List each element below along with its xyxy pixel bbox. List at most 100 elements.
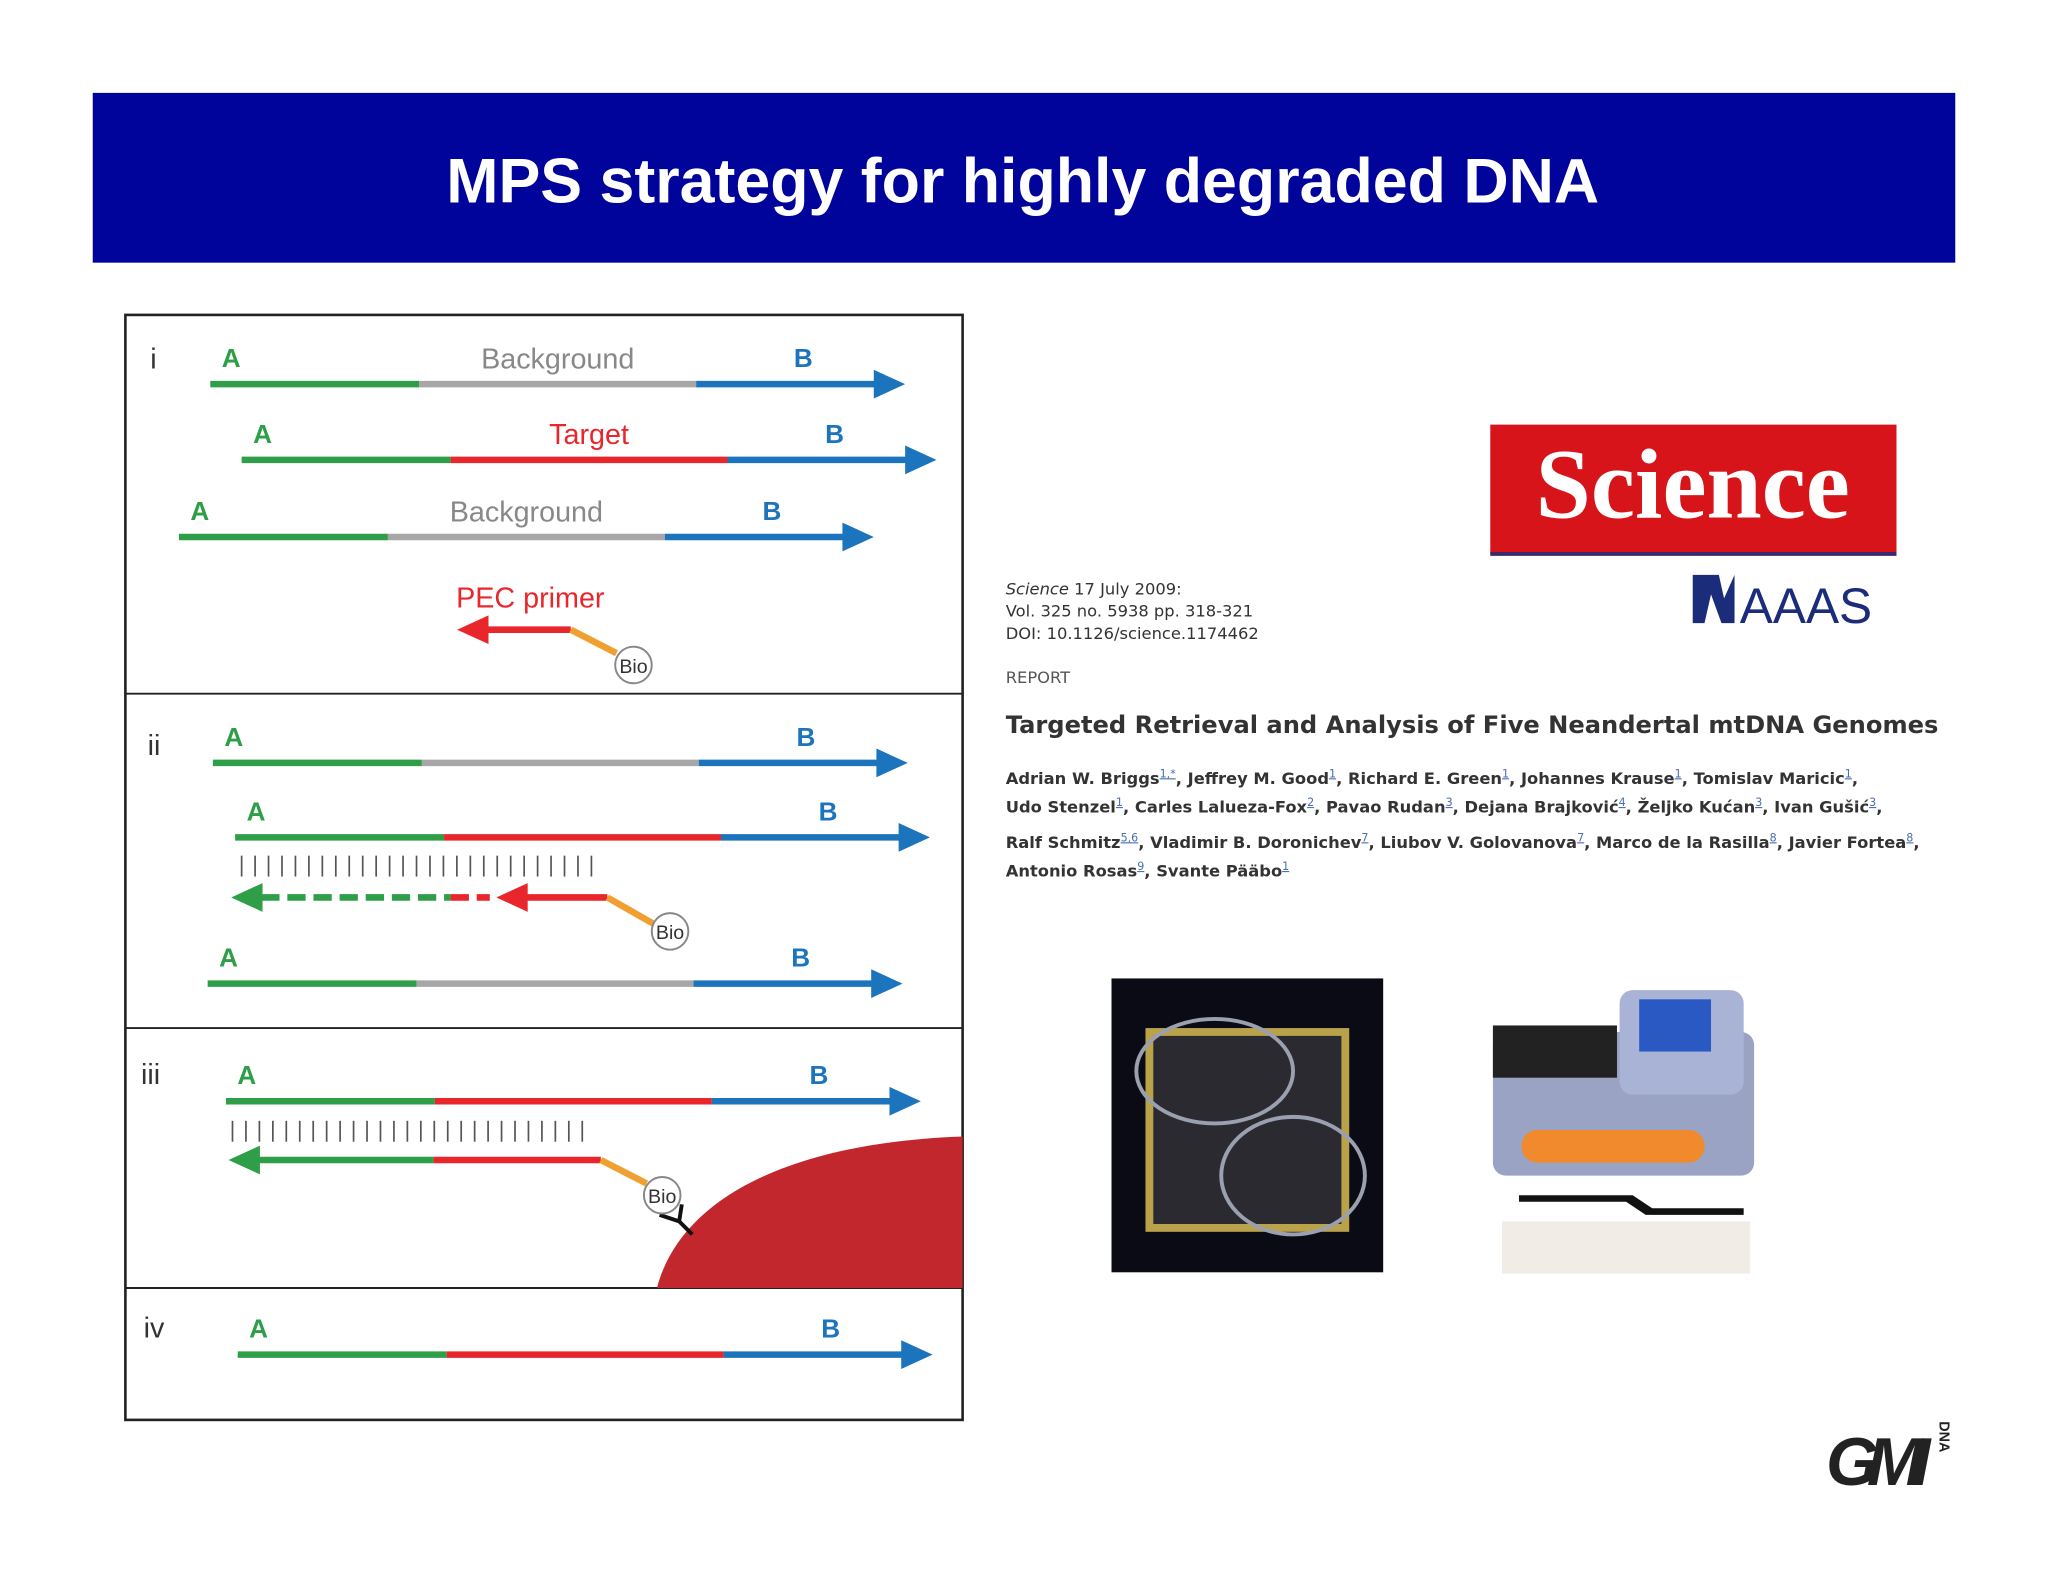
adapter-a: A (190, 496, 209, 526)
gmi-logo: GMI DNA (1826, 1421, 1952, 1500)
affiliation[interactable]: 3 (1446, 796, 1453, 809)
region-label: Background (481, 343, 634, 375)
affiliation[interactable]: 7 (1577, 831, 1584, 844)
authors: Adrian W. Briggs1,*, Jeffrey M. Good1, R… (1006, 767, 1920, 880)
affiliation[interactable]: 5,6 (1121, 831, 1139, 844)
affiliation[interactable]: 1 (1845, 767, 1852, 780)
gmi-mark: GMI (1826, 1425, 1933, 1500)
author-name: Pavao Rudan (1326, 798, 1446, 817)
affiliation[interactable]: 9 (1137, 860, 1144, 873)
chip-ring (1134, 1016, 1296, 1126)
affiliation[interactable]: 2 (1307, 796, 1314, 809)
adapter-a: A (219, 943, 238, 973)
linker (599, 1157, 649, 1187)
affiliation[interactable]: 3 (1869, 796, 1876, 809)
separator: , (1138, 833, 1144, 852)
separator: , (1453, 798, 1459, 817)
primer-label: PEC primer (456, 582, 605, 614)
biotin-label: Bio (656, 922, 684, 944)
author-name: Carles Lalueza-Fox (1135, 798, 1308, 817)
arrowhead (496, 883, 528, 912)
adapter-b: B (762, 496, 781, 526)
author-line: Adrian W. Briggs1,*, Jeffrey M. Good1, R… (1006, 767, 1858, 788)
separator: , (1913, 833, 1919, 852)
author-name: Liubov V. Golovanova (1380, 833, 1577, 852)
separator: , (1123, 798, 1129, 817)
affiliation[interactable]: 1 (1282, 860, 1289, 873)
author-line: Udo Stenzel1, Carles Lalueza-Fox2, Pavao… (1006, 796, 1883, 817)
author-name: Ralf Schmitz (1006, 833, 1121, 852)
biotin (650, 912, 690, 951)
adapter-b: B (819, 796, 838, 826)
author-name: Richard E. Green (1348, 769, 1502, 788)
separator: , (1509, 769, 1515, 788)
arrowhead (905, 445, 937, 475)
affiliation[interactable]: 4 (1619, 796, 1626, 809)
adapter-a: A (222, 343, 241, 373)
affiliation[interactable]: 1 (1329, 767, 1336, 780)
author-name: Johannes Krause (1520, 769, 1675, 788)
region-label: Background (450, 496, 603, 528)
science-logo-box (1490, 424, 1897, 554)
gmi-side: DNA (1936, 1421, 1952, 1452)
section: REPORT (1006, 668, 1071, 687)
affiliation[interactable]: 1 (1675, 767, 1682, 780)
reflection (1502, 1221, 1751, 1274)
affiliation[interactable]: 3 (1755, 796, 1762, 809)
affiliation[interactable]: 1 (1116, 796, 1123, 809)
affiliation[interactable]: 8 (1770, 831, 1777, 844)
separator: , (1682, 769, 1688, 788)
affiliation[interactable]: 1,* (1160, 767, 1177, 780)
arrowhead (228, 1145, 260, 1175)
aaas-logo: AAAS (1740, 578, 1872, 634)
separator: , (1626, 798, 1632, 817)
author-name: Marco de la Rasilla (1596, 833, 1770, 852)
slide-title: MPS strategy for highly degraded DNA (446, 147, 1599, 217)
separator: , (1777, 833, 1783, 852)
author-line: Ralf Schmitz5,6, Vladimir B. Doronichev7… (1006, 831, 1920, 852)
arrowhead (231, 883, 263, 912)
author-name: Vladimir B. Doronichev (1150, 833, 1362, 852)
linker (569, 626, 618, 657)
affiliation[interactable]: 8 (1906, 831, 1913, 844)
arrowhead (889, 1086, 921, 1116)
linker (605, 894, 655, 927)
lid (1492, 1025, 1617, 1078)
author-name: Ivan Gušić (1774, 798, 1869, 817)
author-name: Tomislav Maricic (1694, 769, 1845, 788)
adapter-b: B (791, 943, 810, 973)
biotin (642, 1175, 682, 1215)
article-title: Targeted Retrieval and Analysis of Five … (1006, 711, 1939, 739)
citation-doi: DOI: 10.1126/science.1174462 (1006, 624, 1259, 643)
tray (1521, 1129, 1705, 1163)
bead (656, 1136, 963, 1288)
citation-date: Science 17 July 2009: (1006, 579, 1182, 598)
date: 17 July 2009: (1074, 579, 1181, 598)
adapter-b: B (821, 1314, 840, 1344)
arrowhead (873, 369, 906, 399)
affiliation[interactable]: 7 (1361, 831, 1368, 844)
separator: , (1314, 798, 1320, 817)
arrowhead (842, 522, 874, 552)
biotin (614, 645, 653, 685)
panel-label: iii (141, 1059, 160, 1091)
instrument-photo (1492, 990, 1755, 1274)
separator: , (1336, 769, 1342, 788)
affiliation[interactable]: 1 (1502, 767, 1509, 780)
separator: , (1368, 833, 1374, 852)
arrowhead (457, 615, 489, 645)
header-bar (92, 92, 1956, 263)
adapter-b: B (796, 722, 815, 752)
arrowhead (898, 823, 930, 852)
aaas-mark (1692, 574, 1735, 624)
separator: , (1852, 769, 1858, 788)
adapter-b: B (794, 343, 813, 373)
article: Science AAAS Science 17 July 2009: Vol. … (1006, 424, 1952, 1500)
separator: , (1176, 769, 1182, 788)
arrowhead (901, 1340, 933, 1369)
author-name: Dejana Brajković (1465, 798, 1619, 817)
adapter-a: A (224, 722, 243, 752)
author-name: Željko Kućan (1638, 798, 1756, 817)
region-label: Target (549, 419, 629, 451)
